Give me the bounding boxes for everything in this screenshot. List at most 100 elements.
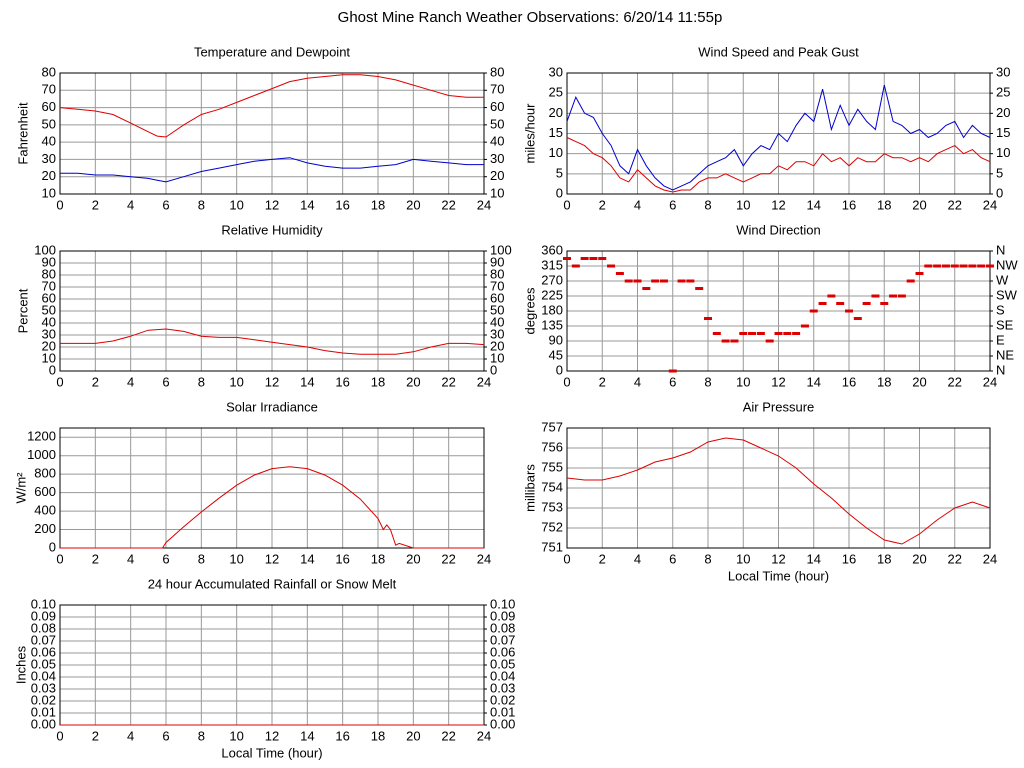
y-tick-label: 80 [42, 64, 56, 79]
data-line [566, 437, 991, 545]
y-tick-label: 0.10 [31, 596, 56, 611]
y2-tick-label: 0.07 [490, 632, 515, 647]
y-tick-label: 10 [42, 185, 56, 200]
data-line [60, 157, 484, 183]
x-tick-label: 4 [634, 551, 641, 566]
data-point [889, 294, 898, 298]
x-tick-label: 18 [371, 728, 385, 743]
y-tick-label: 752 [541, 519, 563, 534]
y-tick-label: 0 [49, 362, 56, 377]
y-tick-label: 90 [42, 254, 56, 269]
data-point [642, 287, 651, 290]
y-tick-label: 180 [541, 302, 563, 317]
data-point [686, 279, 695, 283]
x-tick-label: 10 [229, 551, 243, 566]
y2-tick-label: E [996, 332, 1005, 347]
data-point [730, 339, 739, 343]
y-tick-label: 1000 [27, 447, 56, 462]
x-tick-label: 14 [807, 197, 821, 212]
x-tick-label: 20 [406, 728, 420, 743]
y2-tick-label: 80 [490, 64, 504, 79]
x-tick-label: 24 [477, 551, 491, 566]
y-tick-label: 50 [42, 302, 56, 317]
y2-tick-label: 50 [490, 302, 504, 317]
y-tick-label: 360 [541, 242, 563, 257]
x-tick-label: 8 [704, 374, 711, 389]
y-tick-label: 25 [549, 85, 563, 100]
x-tick-label: 10 [736, 374, 750, 389]
y2-tick-label: 40 [490, 314, 504, 329]
y2-tick-label: 70 [490, 278, 504, 293]
y-tick-label: 90 [549, 332, 563, 347]
data-point [783, 332, 792, 335]
plot-frame [566, 250, 991, 372]
y2-tick-label: 0.04 [490, 668, 515, 683]
y-tick-label: 30 [42, 151, 56, 166]
data-point [668, 369, 677, 373]
plot-frame [566, 72, 991, 195]
data-point [959, 264, 968, 268]
data-point [774, 332, 783, 335]
y-tick-label: 40 [42, 314, 56, 329]
y-axis-label: Fahrenheit [15, 102, 30, 165]
y2-tick-label: 0.10 [490, 596, 515, 611]
x-tick-label: 18 [877, 374, 891, 389]
data-point [704, 317, 712, 320]
y-tick-label: 0.09 [31, 608, 56, 623]
chart-title: Solar Irradiance [226, 399, 318, 414]
y2-tick-label: 50 [490, 116, 504, 131]
x-tick-label: 24 [983, 197, 997, 212]
x-tick-label: 10 [736, 551, 750, 566]
y-tick-label: 756 [541, 439, 563, 454]
x-tick-label: 24 [983, 374, 997, 389]
data-point [880, 302, 889, 305]
x-tick-label: 20 [912, 197, 926, 212]
y-tick-label: 0.06 [31, 644, 56, 659]
y-tick-label: 800 [34, 466, 56, 481]
x-tick-label: 12 [265, 197, 279, 212]
x-tick-label: 16 [335, 197, 349, 212]
data-point [739, 332, 748, 335]
data-point [853, 317, 862, 320]
data-point [924, 264, 933, 268]
x-tick-label: 14 [300, 551, 314, 566]
data-point [809, 309, 818, 313]
y2-tick-label: 10 [996, 145, 1010, 160]
y-tick-label: 10 [42, 350, 56, 365]
y-tick-label: 30 [42, 326, 56, 341]
x-tick-label: 18 [877, 551, 891, 566]
data-point [792, 332, 801, 335]
x-tick-label: 12 [771, 197, 785, 212]
y-tick-label: 60 [42, 290, 56, 305]
x-tick-label: 8 [198, 374, 205, 389]
x-tick-label: 6 [669, 551, 676, 566]
chart-title: Wind Direction [736, 222, 821, 237]
y-tick-label: 757 [541, 419, 563, 434]
y2-tick-label: 60 [490, 99, 504, 114]
y-tick-label: 400 [34, 503, 56, 518]
x-axis-label: Local Time (hour) [221, 745, 322, 760]
chart-title: 24 hour Accumulated Rainfall or Snow Mel… [148, 576, 397, 591]
y2-tick-label: 20 [490, 338, 504, 353]
y-tick-label: 0.08 [31, 620, 56, 635]
x-tick-label: 6 [669, 374, 676, 389]
x-tick-label: 4 [634, 197, 641, 212]
data-point [633, 279, 642, 283]
plot-frame [59, 250, 485, 372]
x-tick-label: 12 [265, 551, 279, 566]
data-point [862, 302, 871, 305]
y2-tick-label: NE [996, 347, 1014, 362]
data-line [60, 328, 485, 355]
data-point [651, 279, 660, 283]
y2-tick-label: S [996, 302, 1005, 317]
data-point [571, 264, 580, 268]
data-point [968, 264, 977, 268]
x-tick-label: 16 [335, 551, 349, 566]
x-tick-label: 12 [771, 551, 785, 566]
y-tick-label: 0 [556, 362, 563, 377]
x-tick-label: 4 [634, 374, 641, 389]
data-point [580, 257, 589, 260]
y2-tick-label: 20 [996, 105, 1010, 120]
x-tick-label: 22 [441, 374, 455, 389]
y2-tick-label: 70 [490, 82, 504, 97]
